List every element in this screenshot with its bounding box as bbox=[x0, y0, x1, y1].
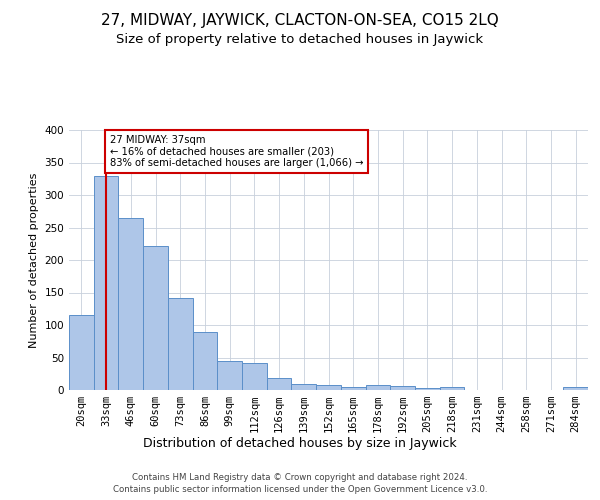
Text: Contains HM Land Registry data © Crown copyright and database right 2024.: Contains HM Land Registry data © Crown c… bbox=[132, 472, 468, 482]
Bar bbox=[341, 387, 365, 390]
Bar bbox=[217, 361, 242, 390]
Bar bbox=[365, 386, 390, 390]
Bar bbox=[292, 384, 316, 390]
Text: Contains public sector information licensed under the Open Government Licence v3: Contains public sector information licen… bbox=[113, 485, 487, 494]
Bar bbox=[242, 362, 267, 390]
Bar bbox=[118, 218, 143, 390]
Bar bbox=[316, 386, 341, 390]
Text: 27, MIDWAY, JAYWICK, CLACTON-ON-SEA, CO15 2LQ: 27, MIDWAY, JAYWICK, CLACTON-ON-SEA, CO1… bbox=[101, 12, 499, 28]
Bar bbox=[168, 298, 193, 390]
Text: Distribution of detached houses by size in Jaywick: Distribution of detached houses by size … bbox=[143, 438, 457, 450]
Text: Size of property relative to detached houses in Jaywick: Size of property relative to detached ho… bbox=[116, 32, 484, 46]
Bar bbox=[415, 388, 440, 390]
Bar bbox=[143, 246, 168, 390]
Bar bbox=[193, 332, 217, 390]
Bar bbox=[563, 388, 588, 390]
Bar bbox=[390, 386, 415, 390]
Bar bbox=[267, 378, 292, 390]
Text: 27 MIDWAY: 37sqm
← 16% of detached houses are smaller (203)
83% of semi-detached: 27 MIDWAY: 37sqm ← 16% of detached house… bbox=[110, 135, 363, 168]
Y-axis label: Number of detached properties: Number of detached properties bbox=[29, 172, 39, 348]
Bar bbox=[69, 314, 94, 390]
Bar bbox=[94, 176, 118, 390]
Bar bbox=[440, 388, 464, 390]
